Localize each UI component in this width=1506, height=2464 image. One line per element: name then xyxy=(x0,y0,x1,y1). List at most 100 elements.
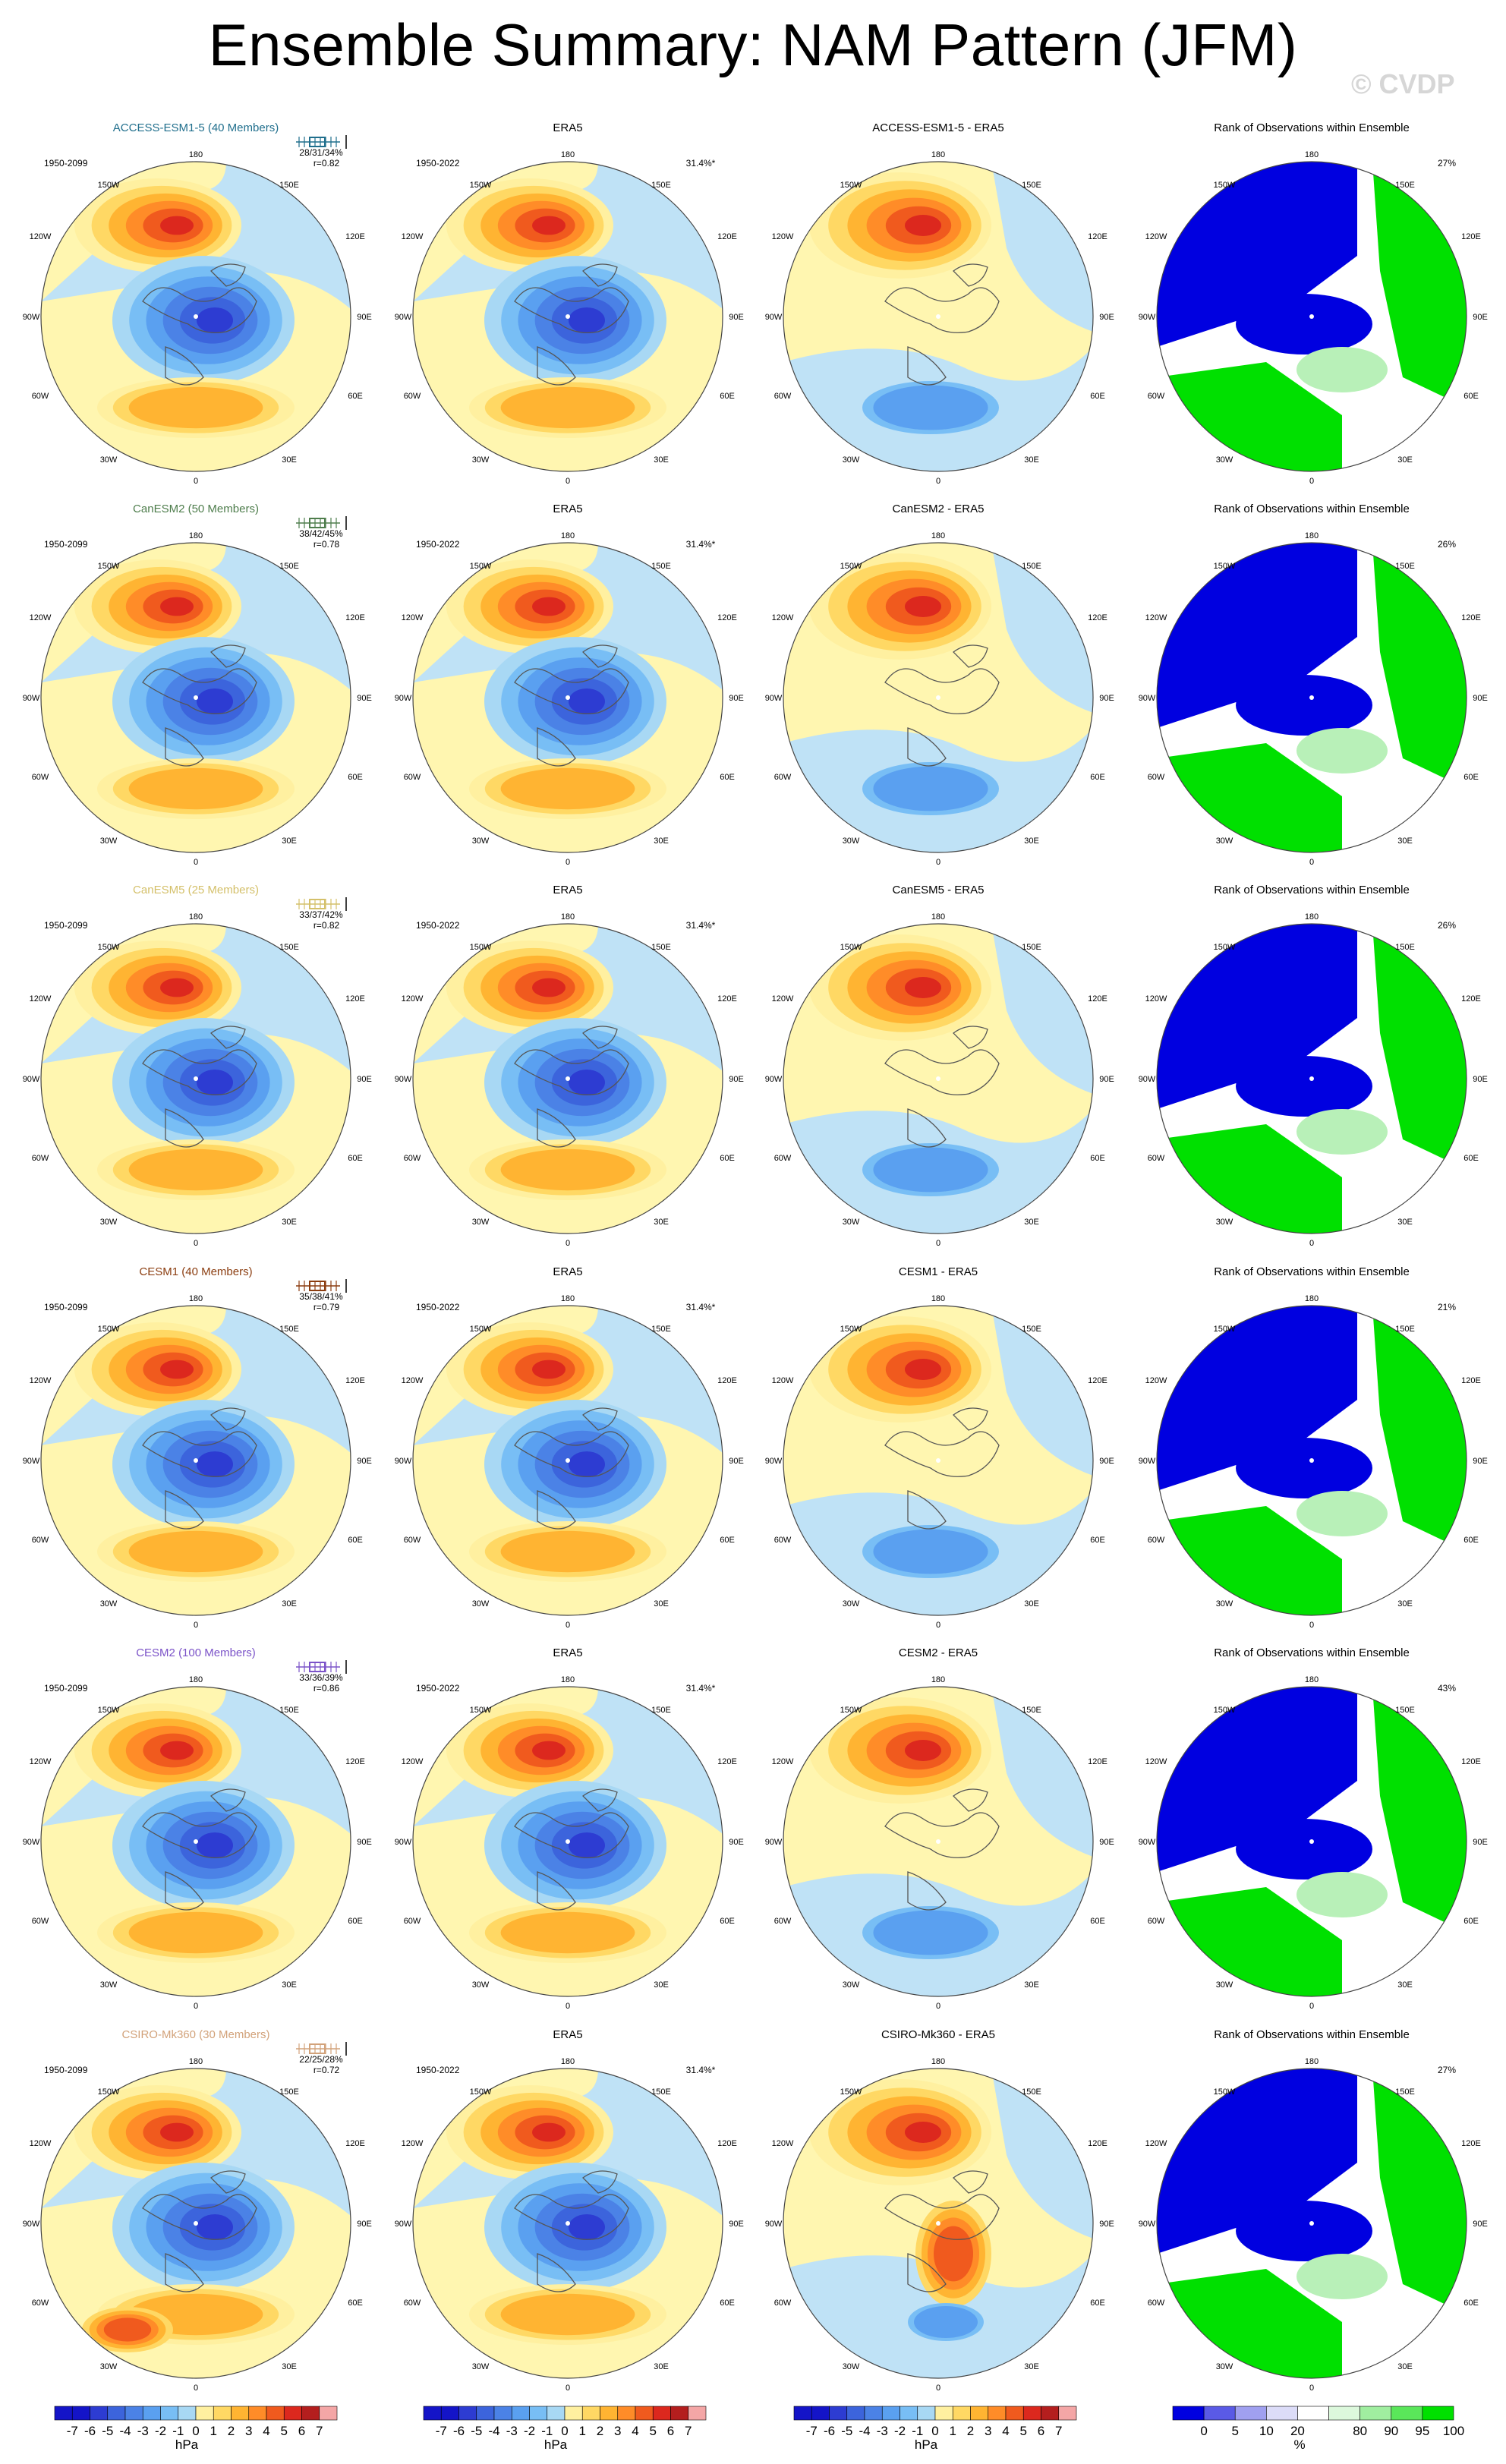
rank-blue-region xyxy=(1236,675,1372,736)
longitude-label: 150E xyxy=(651,1706,671,1715)
longitude-label: 30W xyxy=(472,455,490,465)
longitude-label: 0 xyxy=(194,2384,198,2393)
contour-fill xyxy=(197,1832,233,1858)
contour-fill xyxy=(128,1530,263,1573)
coastline xyxy=(884,2170,1000,2292)
longitude-label: 60W xyxy=(404,773,421,782)
diff-map-panel: 180 0 150W 150E 120W 120E 90W 90E 60W 60E 30W 30E CS… xyxy=(765,2028,1114,2393)
coastline xyxy=(884,1026,1000,1148)
longitude-label: 150W xyxy=(98,181,120,190)
longitude-label: 60W xyxy=(1148,392,1165,401)
longitude-label: 30W xyxy=(100,1980,118,1990)
colorbar-tick-label: 6 xyxy=(1038,2424,1044,2438)
longitude-label: 120E xyxy=(717,1757,737,1766)
colorbar-tick-label: 5 xyxy=(1231,2424,1238,2438)
rank-blue-region xyxy=(1157,543,1357,728)
colorbar-swatch xyxy=(178,2406,197,2421)
difference-panel-title: ACCESS-ESM1-5 - ERA5 xyxy=(872,121,1003,134)
model-years-label: 1950-2099 xyxy=(44,158,88,169)
colorbar-tick-label: -5 xyxy=(471,2424,482,2438)
colorbar-tick-label: 0 xyxy=(1200,2424,1207,2438)
map-border xyxy=(412,1305,723,1616)
coastline xyxy=(884,1788,1000,1911)
map-border xyxy=(1156,1305,1467,1616)
rank-panel-title: Rank of Observations within Ensemble xyxy=(1214,1646,1410,1659)
contour-fill xyxy=(197,307,233,333)
rank-blue-region xyxy=(1157,1687,1357,1872)
longitude-label: 90W xyxy=(1139,1838,1156,1847)
longitude-label: 120W xyxy=(772,1757,794,1766)
longitude-label: 60E xyxy=(348,1154,363,1163)
colorbar-swatch xyxy=(511,2406,530,2421)
longitude-label: 30W xyxy=(843,2362,860,2371)
colorbar-tick-label: 1 xyxy=(950,2424,956,2438)
longitude-label: 120E xyxy=(1461,2139,1481,2148)
rank-pct-label: 43% xyxy=(1438,1683,1456,1694)
obs-years-label: 1950-2022 xyxy=(416,1302,460,1312)
colorbar-tick-label: 5 xyxy=(1020,2424,1027,2438)
obs-map-panel: 180 0 150W 150E 120W 120E 90W 90E 60W 60E 30W 30E ER… xyxy=(395,121,744,486)
longitude-label: 30W xyxy=(1216,2362,1233,2371)
contour-fill xyxy=(532,597,566,616)
colorbar-swatch xyxy=(1041,2406,1060,2421)
longitude-label: 30W xyxy=(472,1599,490,1609)
longitude-label: 30E xyxy=(1024,1980,1039,1990)
longitude-label: 150E xyxy=(651,1325,671,1334)
contour-fill xyxy=(905,215,941,236)
colorbar-swatch xyxy=(529,2406,548,2421)
map-border xyxy=(783,1686,1094,1997)
longitude-label: 30W xyxy=(1216,1599,1233,1609)
map-border xyxy=(412,161,723,472)
longitude-label: 90W xyxy=(395,1457,412,1466)
contour-fill xyxy=(160,1360,194,1379)
contour-fill xyxy=(500,1530,635,1573)
colorbar-swatch xyxy=(688,2406,707,2421)
north-pole-marker xyxy=(1309,314,1314,319)
colorbar-swatch xyxy=(1022,2406,1041,2421)
model-map-panel: 180 0 150W 150E 120W 120E 90W 90E 60W 60E 30W 30E Ca… xyxy=(23,503,372,867)
colorbar-swatch xyxy=(1391,2406,1423,2421)
contour-fill xyxy=(128,1911,263,1954)
colorbar-swatch xyxy=(917,2406,936,2421)
contour-fill xyxy=(873,1147,988,1193)
colorbar-tick-label: 3 xyxy=(985,2424,991,2438)
contour-fill xyxy=(873,385,988,430)
colorbar-swatch xyxy=(829,2406,848,2421)
longitude-label: 60W xyxy=(774,1154,792,1163)
rank-map-panel: 180 0 150W 150E 120W 120E 90W 90E 60W 60E 30W 30E Ra… xyxy=(1139,121,1488,486)
longitude-label: 150W xyxy=(840,181,862,190)
longitude-label: 180 xyxy=(931,912,945,922)
colorbar-tick-label: -1 xyxy=(912,2424,923,2438)
rank-blue-region xyxy=(1236,1438,1372,1498)
longitude-label: 150E xyxy=(279,181,299,190)
rank-pct-label: 26% xyxy=(1438,920,1456,931)
pattern-correlation: r=0.78 xyxy=(313,539,340,550)
longitude-label: 90W xyxy=(23,2220,40,2229)
longitude-label: 90W xyxy=(765,1075,783,1084)
longitude-label: 90W xyxy=(1139,313,1156,322)
diff-map-panel: 180 0 150W 150E 120W 120E 90W 90E 60W 60E 30W 30E AC… xyxy=(765,121,1114,486)
longitude-label: 150W xyxy=(840,2087,862,2097)
coastline xyxy=(142,644,257,767)
longitude-label: 150E xyxy=(1022,943,1041,952)
north-pole-marker xyxy=(194,1076,198,1081)
longitude-label: 150E xyxy=(1395,943,1415,952)
rank-light-region xyxy=(1296,2254,1388,2299)
colorbar-unit: % xyxy=(1293,2437,1305,2452)
longitude-label: 60E xyxy=(720,1917,735,1926)
contour-fill xyxy=(569,1070,605,1095)
coastline xyxy=(514,2170,629,2292)
contour-fill xyxy=(905,1740,941,1761)
colorbar-swatch xyxy=(793,2406,812,2421)
obs-variance-pct: 31.4%* xyxy=(686,1302,716,1312)
contour-fill xyxy=(532,216,566,235)
longitude-label: 60E xyxy=(1090,1536,1105,1545)
longitude-label: 150W xyxy=(470,562,492,571)
longitude-label: 150E xyxy=(651,943,671,952)
obs-map-panel: 180 0 150W 150E 120W 120E 90W 90E 60W 60E 30W 30E ER… xyxy=(395,1646,744,2011)
contour-fill xyxy=(197,1070,233,1095)
longitude-label: 150W xyxy=(1214,943,1236,952)
longitude-label: 120W xyxy=(402,994,424,1004)
longitude-label: 30W xyxy=(1216,1980,1233,1990)
